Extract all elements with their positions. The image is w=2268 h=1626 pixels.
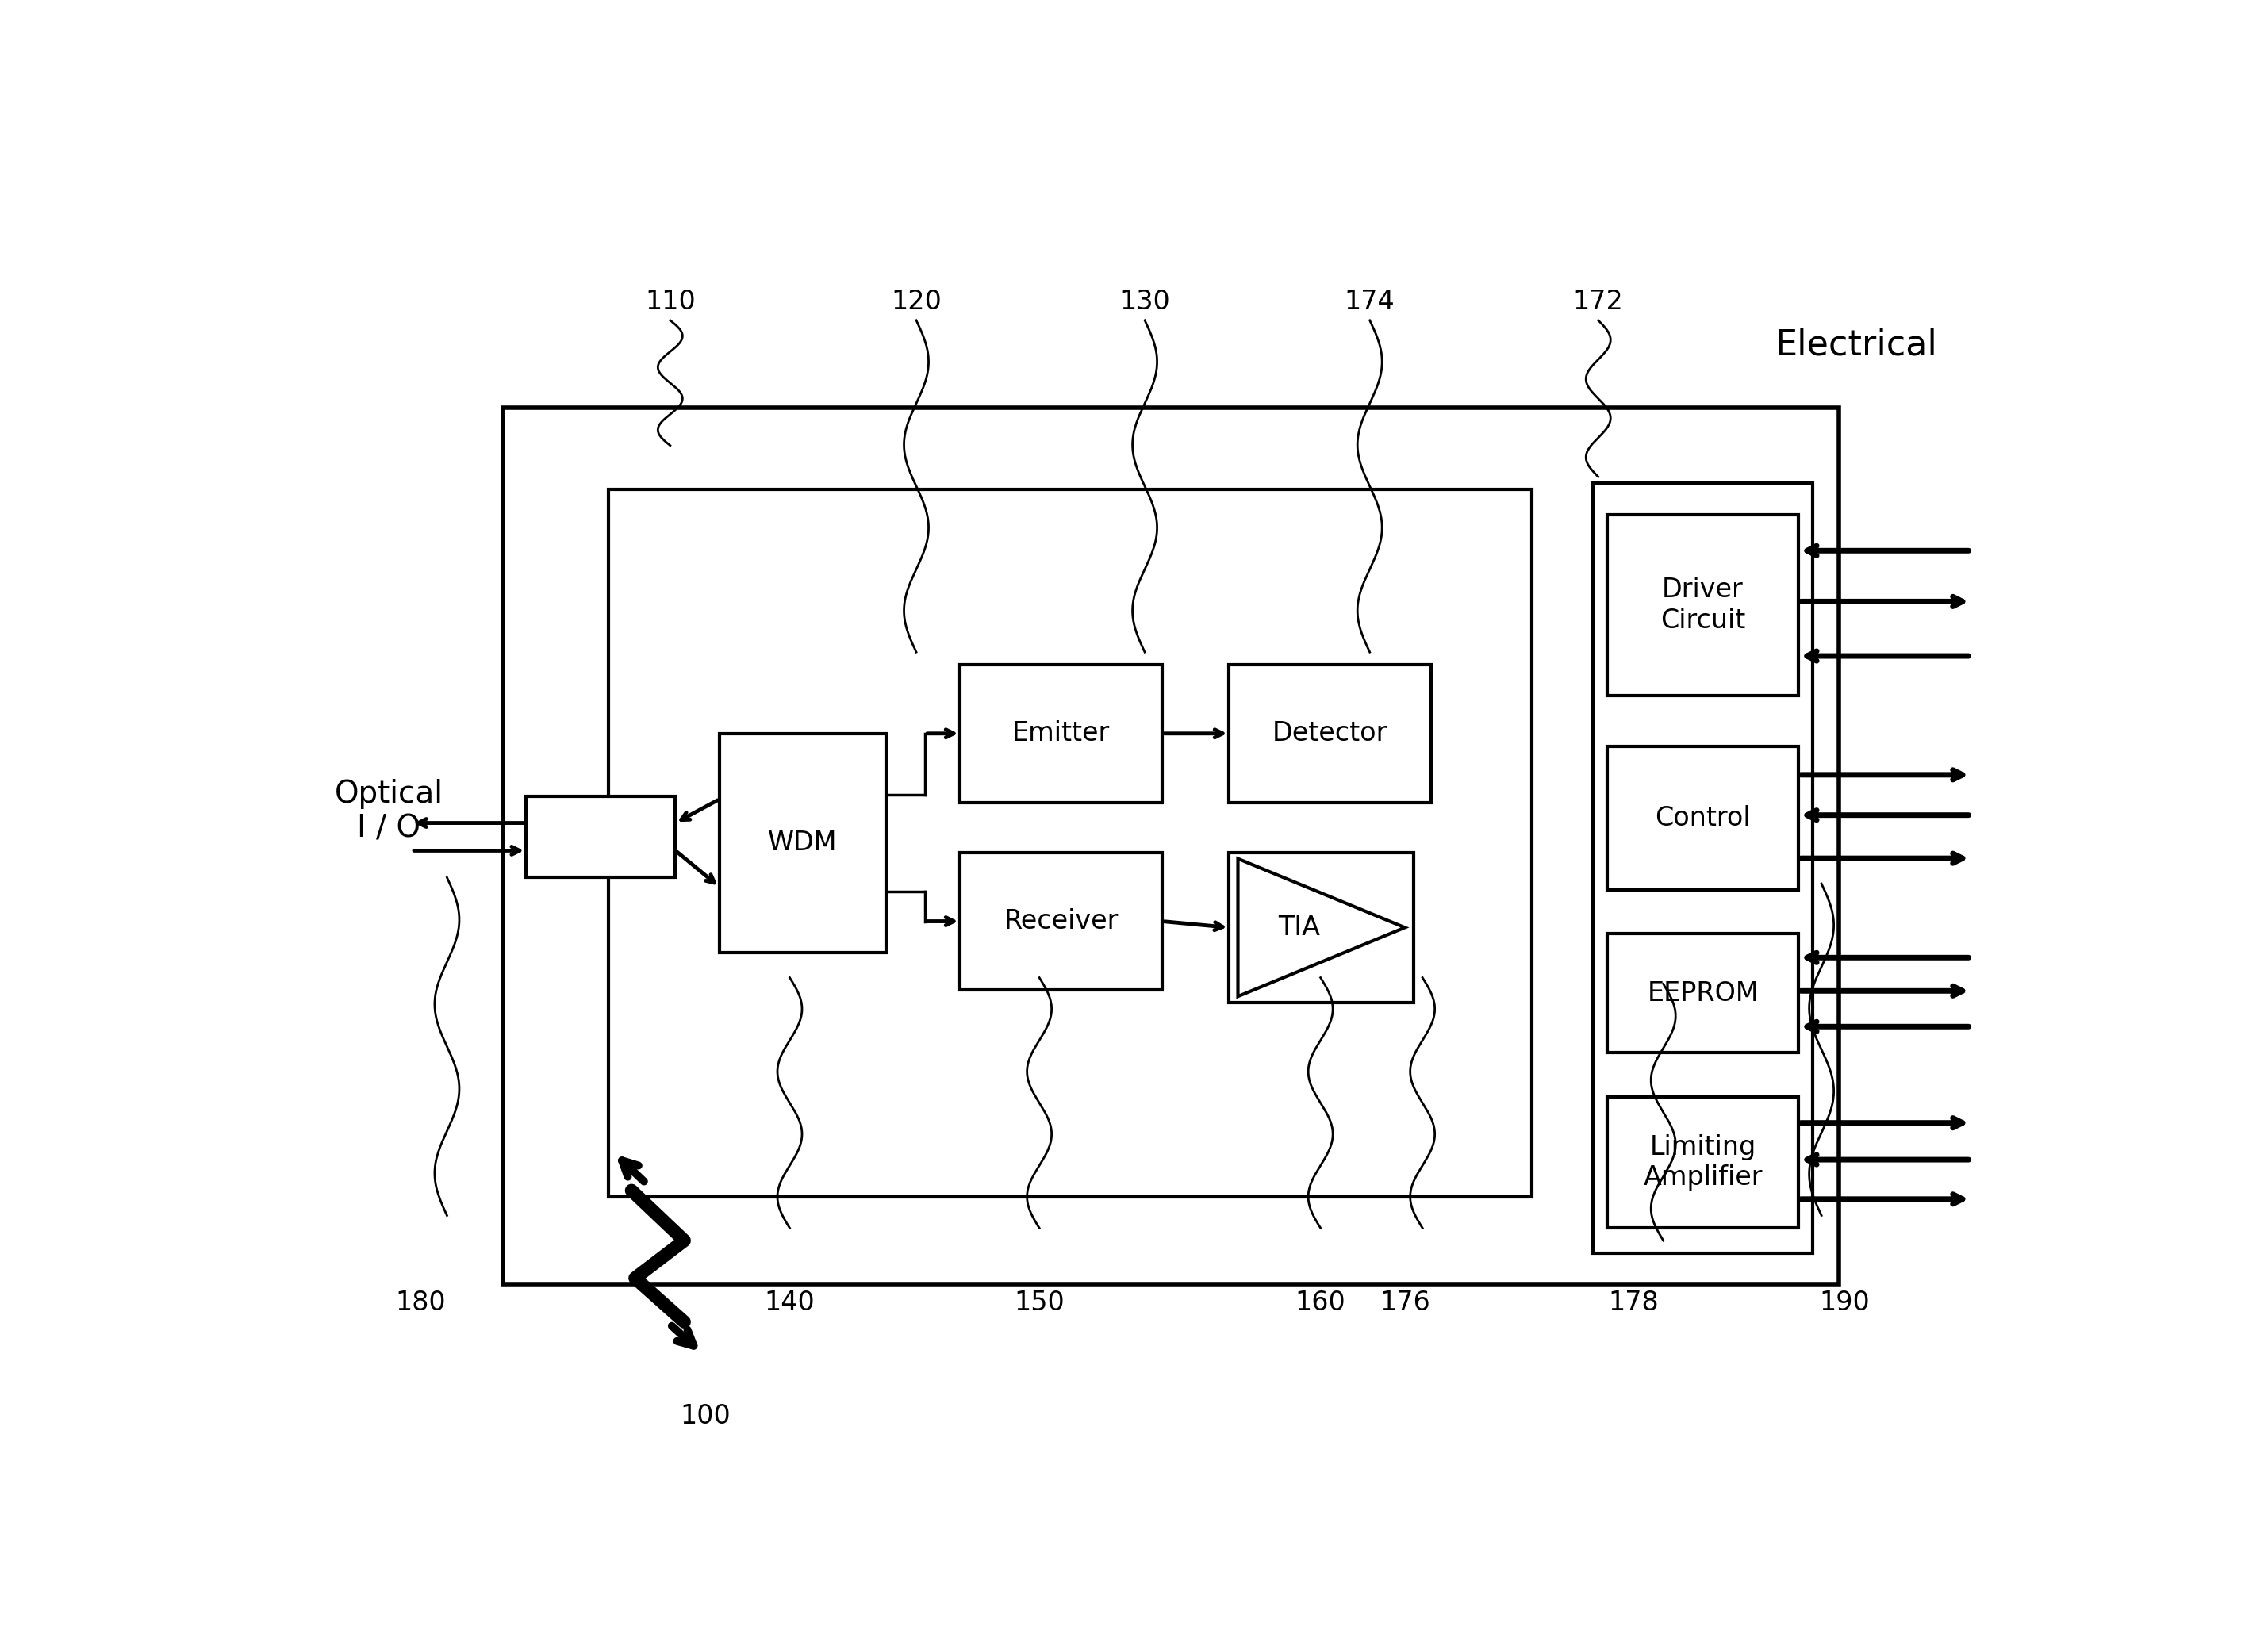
Bar: [1608, 1096, 1799, 1228]
Text: Detector: Detector: [1272, 720, 1388, 746]
Bar: [1608, 933, 1799, 1052]
Text: Control: Control: [1656, 805, 1751, 831]
Bar: [503, 408, 1839, 1285]
Text: 100: 100: [680, 1403, 730, 1429]
Bar: [1608, 514, 1799, 696]
Bar: [1608, 746, 1799, 889]
Text: Electrical: Electrical: [1776, 328, 1937, 363]
Text: TIA: TIA: [1279, 914, 1320, 940]
Bar: [526, 797, 676, 878]
Bar: [608, 489, 1531, 1197]
Text: Emitter: Emitter: [1012, 720, 1109, 746]
Bar: [719, 733, 887, 953]
Text: 130: 130: [1120, 288, 1170, 314]
Bar: [1229, 852, 1413, 1003]
Polygon shape: [1238, 859, 1404, 997]
Bar: [1592, 483, 1812, 1254]
Text: 160: 160: [1295, 1289, 1345, 1315]
Text: 178: 178: [1608, 1289, 1658, 1315]
Text: EEPROM: EEPROM: [1647, 980, 1758, 1006]
Bar: [959, 852, 1163, 990]
Bar: [959, 665, 1163, 802]
Text: Driver
Circuit: Driver Circuit: [1660, 577, 1746, 634]
Text: 140: 140: [764, 1289, 814, 1315]
Text: 110: 110: [644, 288, 696, 314]
Text: Limiting
Amplifier: Limiting Amplifier: [1642, 1133, 1762, 1190]
Text: 172: 172: [1574, 288, 1624, 314]
Text: 120: 120: [891, 288, 941, 314]
Bar: [1229, 665, 1431, 802]
Text: 190: 190: [1819, 1289, 1869, 1315]
Text: 174: 174: [1345, 288, 1395, 314]
Text: Receiver: Receiver: [1005, 909, 1118, 935]
Text: 150: 150: [1014, 1289, 1064, 1315]
Text: WDM: WDM: [769, 829, 837, 857]
Text: 180: 180: [395, 1289, 447, 1315]
Text: 176: 176: [1379, 1289, 1431, 1315]
Text: Optical
I / O: Optical I / O: [336, 779, 442, 844]
